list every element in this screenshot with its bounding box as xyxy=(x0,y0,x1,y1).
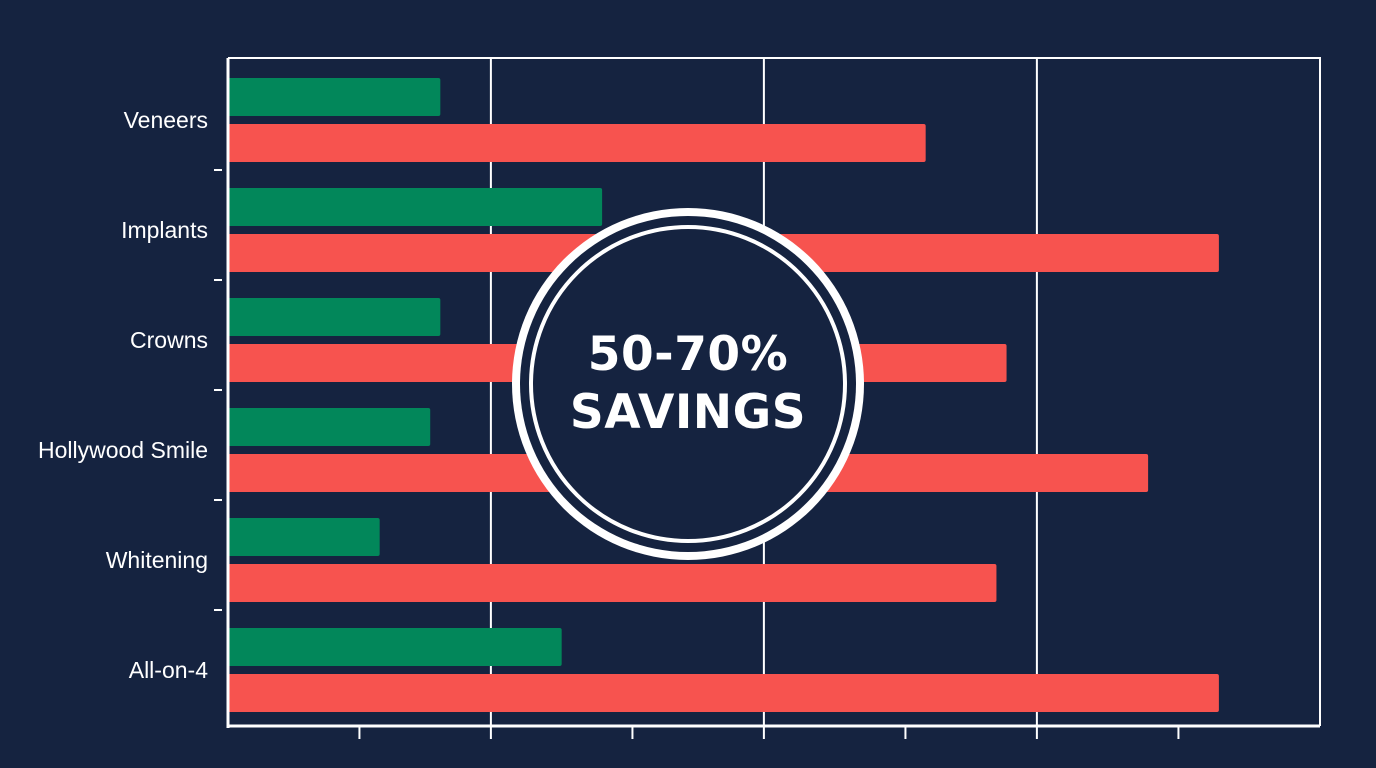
savings-badge: 50-70% SAVINGS xyxy=(512,208,864,560)
bar-series-1-whitening xyxy=(228,518,380,556)
category-label: Whitening xyxy=(106,547,208,573)
bar-series-1-hollywood-smile xyxy=(228,408,431,446)
savings-badge-inner: 50-70% SAVINGS xyxy=(529,225,847,543)
savings-badge-label: SAVINGS xyxy=(569,385,807,440)
bar-series-1-all-on-4 xyxy=(228,628,562,666)
plot-frame xyxy=(228,57,1321,726)
category-label: Hollywood Smile xyxy=(38,437,208,463)
bar-series-1-crowns xyxy=(228,298,441,336)
category-label: All-on-4 xyxy=(129,657,208,683)
bar-series-1-implants xyxy=(228,188,603,226)
savings-badge-percent: 50-70% xyxy=(587,327,789,382)
bar-series-2-whitening xyxy=(228,564,997,602)
category-label: Veneers xyxy=(124,107,208,133)
bar-series-1-veneers xyxy=(228,78,441,116)
savings-badge-ring: 50-70% SAVINGS xyxy=(520,216,856,552)
category-label: Crowns xyxy=(130,327,208,353)
bar-series-2-all-on-4 xyxy=(228,674,1219,712)
category-label: Implants xyxy=(121,217,208,243)
bar-series-2-veneers xyxy=(228,124,926,162)
